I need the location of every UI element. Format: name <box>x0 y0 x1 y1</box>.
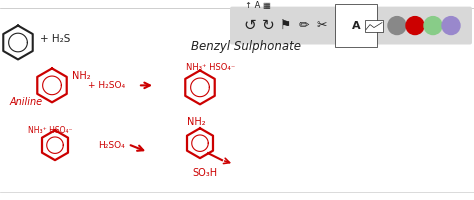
Text: H₂SO₄: H₂SO₄ <box>98 141 125 150</box>
Text: ↑ A ▦: ↑ A ▦ <box>245 1 271 10</box>
Text: NH₃⁺ HSO₄⁻: NH₃⁺ HSO₄⁻ <box>186 63 235 72</box>
FancyBboxPatch shape <box>230 7 472 45</box>
Bar <box>365 20 383 32</box>
Circle shape <box>442 17 460 35</box>
Text: A: A <box>352 21 360 31</box>
Circle shape <box>406 17 424 35</box>
Text: NH₂: NH₂ <box>187 117 206 127</box>
Text: ✂: ✂ <box>317 19 327 32</box>
Circle shape <box>424 17 442 35</box>
Text: Aniline: Aniline <box>10 97 43 107</box>
Text: NH₂: NH₂ <box>72 71 91 81</box>
Circle shape <box>388 17 406 35</box>
Text: + H₂S: + H₂S <box>40 34 70 44</box>
Text: ↻: ↻ <box>262 18 274 33</box>
Text: ✏: ✏ <box>299 19 309 32</box>
Text: /: / <box>337 18 343 33</box>
Text: Benzyl Sulphonate: Benzyl Sulphonate <box>191 40 301 53</box>
Text: ⚑: ⚑ <box>281 19 292 32</box>
Text: + H₂SO₄: + H₂SO₄ <box>88 81 125 90</box>
Text: SO₃H: SO₃H <box>192 168 217 178</box>
Text: NH₃⁺ HSO₄⁻: NH₃⁺ HSO₄⁻ <box>28 126 73 135</box>
Text: ↺: ↺ <box>244 18 256 33</box>
